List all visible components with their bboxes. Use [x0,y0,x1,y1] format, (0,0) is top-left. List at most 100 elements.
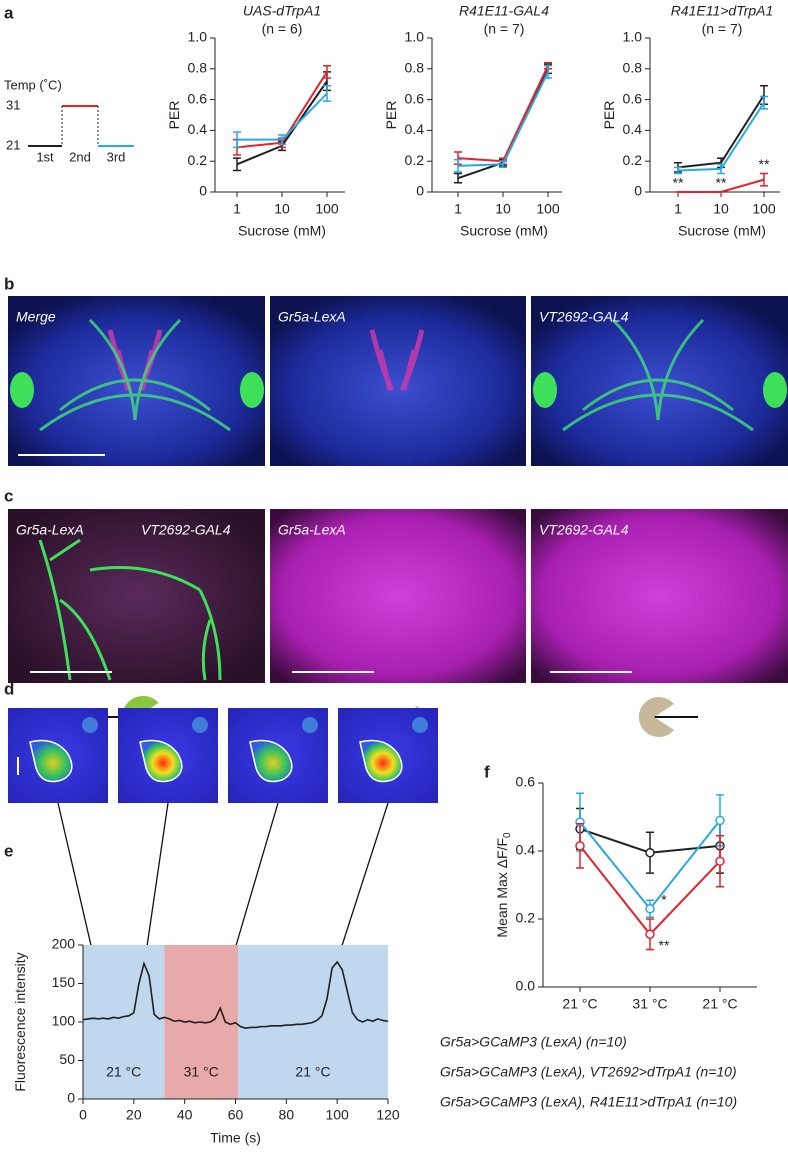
y-tick-label: 200 [52,936,76,952]
chart-title: UAS-dTrpA1 [243,3,321,19]
image-label: VT2692-GAL4 [539,522,629,538]
frame-4 [338,708,438,803]
y-tick-label: 0.2 [188,152,208,168]
point [715,856,725,866]
series-line [457,65,549,163]
y-tick-label: 0.6 [188,90,208,106]
chart-title: R41E11>dTrpA1 [671,3,774,19]
error-bar [233,131,241,149]
y-tick-label: 0 [67,1090,75,1106]
y-tick-label: 0.8 [188,60,208,76]
series-line [677,94,765,169]
image-c-gal4 [531,509,788,683]
y-tick-label: 1.0 [623,29,643,45]
y-axis-label: PER [166,101,182,130]
y-tick-label: 0.4 [623,121,643,137]
annotation: ** [673,175,684,191]
green-projections [39,318,754,432]
schematic-ylabel: Temp (˚C) [4,77,62,92]
legend-entry: Gr5a>GCaMP3 (LexA) (n=10) [440,1034,627,1050]
image-c-merge [8,509,265,683]
region [83,945,165,1099]
x-tick-label: 100 [752,201,776,217]
image-label: VT2692-GAL4 [539,309,629,325]
phase-label: 2nd [69,149,91,164]
x-tick-label: 100 [315,201,339,217]
panel-label: b [4,274,14,293]
y-tick-label: 100 [52,1013,76,1029]
error-bar [760,95,768,110]
point [645,847,655,858]
x-tick-label: 100 [325,1107,349,1123]
y-tick-label: 0.4 [516,842,536,858]
x-tick-label: 31 °C [632,996,667,1012]
x-tick-label: 10 [274,201,290,217]
image-label: Gr5a-LexA [16,522,84,538]
legend-entry: Gr5a>GCaMP3 (LexA), R41E11>dTrpA1 (n=10) [440,1094,737,1110]
x-tick-label: 1 [454,201,462,217]
y-axis-label-text: Fluorescence intensity [12,952,28,1091]
panel-label: c [4,486,13,505]
y-tick-label: 0.2 [623,152,643,168]
chart-subtitle: (n = 7) [484,21,525,37]
y-tick-label: 1.0 [188,29,208,45]
image-label: Gr5a-LexA [278,309,346,325]
annotation: ** [659,937,670,953]
chart-subtitle: (n = 6) [262,21,303,37]
y-axis-label: PER [383,101,399,130]
panel-label: d [4,679,14,698]
annotation: * [661,892,667,908]
chart-subtitle: (n = 7) [702,21,743,37]
point [645,929,655,940]
x-tick-label: 40 [177,1107,193,1123]
y-axis-label-text: PER [166,101,182,130]
y-tick-label: 0.6 [623,90,643,106]
y-axis-label-text: PER [383,101,399,130]
y-tick-label: 0 [416,183,424,199]
y-tick-label: 50 [59,1051,75,1067]
error-bar [278,134,286,146]
error-bar [323,84,331,102]
y-tick-label: 0.4 [405,121,425,137]
x-tick-label: 1 [674,201,682,217]
y-axis-label-subscript: 0 [502,832,513,838]
y-tick-label: 0.6 [516,774,536,790]
image-label: Merge [16,309,56,325]
y-axis-label: PER [601,101,617,130]
x-tick-label: 1 [233,201,241,217]
x-tick-label: 80 [279,1107,295,1123]
y-tick-label: 0 [199,183,207,199]
panel-b-images [8,296,788,466]
series-line [82,960,389,1029]
error-bar [717,163,725,175]
panel-label: a [4,3,14,22]
frame-3 [228,708,328,803]
schematic-level: 21 [6,137,20,152]
image-c-lexa [270,509,526,683]
image-lexa [270,296,526,466]
error-bar [499,160,507,169]
frame-2 [118,708,218,803]
point [575,841,585,851]
region-label: 31 °C [184,1064,219,1080]
annotation: ** [716,175,727,191]
green-cells [10,372,787,408]
y-tick-label: 0.4 [188,121,208,137]
x-tick-label: 20 [126,1107,142,1123]
y-axis-label: Fluorescence intensity [12,952,28,1091]
x-tick-label: 120 [376,1107,400,1123]
x-tick-label: 0 [79,1107,87,1123]
panel-c-images [8,509,788,740]
error-bar [544,64,552,79]
y-tick-label: 1.0 [405,29,425,45]
y-axis-label-text: Mean Max ΔF/F [494,838,510,938]
arrow [141,802,169,961]
arrow [336,802,389,959]
x-axis-label: Time (s) [210,1130,261,1146]
phase-label: 3rd [107,149,126,164]
image-label: Gr5a-LexA [278,522,346,538]
frame-1 [8,708,108,803]
y-axis-label: Mean Max ΔF/F0 [494,832,513,938]
y-tick-label: 150 [52,974,76,990]
